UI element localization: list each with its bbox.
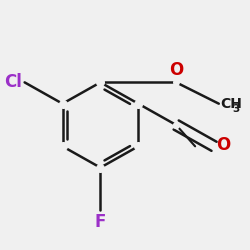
Text: CH: CH [220, 97, 242, 111]
Text: O: O [169, 61, 183, 79]
Text: 3: 3 [232, 104, 239, 114]
Text: Cl: Cl [4, 73, 22, 91]
Text: O: O [216, 136, 230, 154]
Text: F: F [95, 212, 106, 230]
